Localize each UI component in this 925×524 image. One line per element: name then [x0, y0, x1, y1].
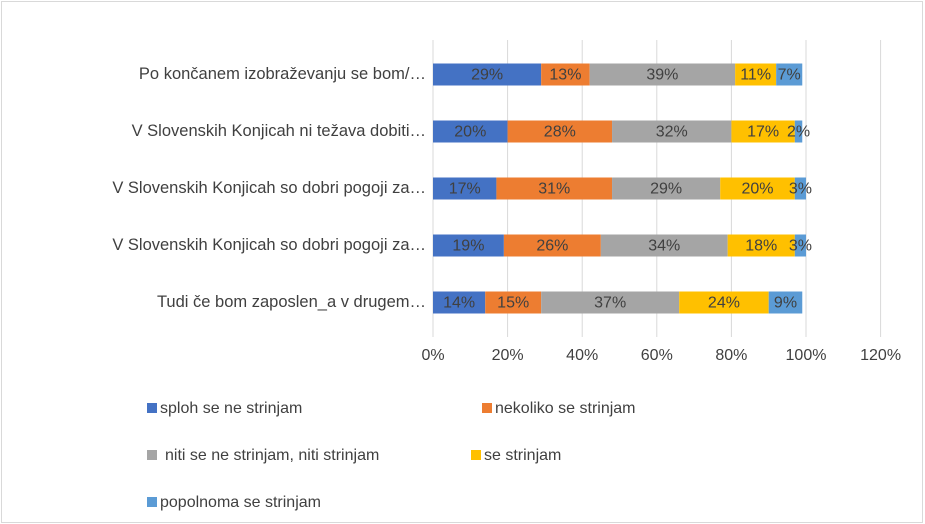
bar-segment	[485, 291, 542, 314]
bar-segment	[768, 291, 803, 314]
category-label: Po končanem izobraževanju se bom/…	[139, 65, 426, 83]
data-label: 19%	[452, 238, 484, 255]
data-label: 17%	[747, 124, 779, 141]
bar-segment	[541, 63, 590, 86]
legend-swatch	[147, 403, 157, 413]
legend-swatch	[147, 450, 157, 460]
bar-segment	[735, 63, 777, 86]
bar-segment	[503, 234, 601, 257]
data-label: 20%	[454, 124, 486, 141]
data-label: 3%	[789, 238, 812, 255]
bar-segment	[794, 177, 806, 200]
x-tick-label: 80%	[715, 347, 747, 364]
bar-segment	[720, 177, 795, 200]
data-label: 24%	[708, 295, 740, 312]
x-tick-label: 20%	[492, 347, 524, 364]
bar-segment	[433, 63, 542, 86]
data-label: 3%	[789, 181, 812, 198]
bar-segment	[541, 291, 680, 314]
bar-segment	[794, 120, 803, 143]
data-label: 39%	[646, 67, 678, 84]
legend-label: niti se ne strinjam, niti strinjam	[165, 447, 379, 464]
bar-segment	[433, 291, 486, 314]
data-label: 32%	[656, 124, 688, 141]
legend-label: nekoliko se strinjam	[495, 400, 636, 417]
legend-swatch	[471, 450, 481, 460]
bar-segment	[433, 177, 497, 200]
bar-segment	[612, 177, 721, 200]
data-label: 18%	[745, 238, 777, 255]
category-label: V Slovenskih Konjicah ni težava dobiti…	[132, 122, 426, 140]
data-label: 11%	[740, 67, 771, 84]
data-label: 28%	[544, 124, 576, 141]
bar-segment	[433, 120, 508, 143]
data-label: 26%	[536, 238, 568, 255]
data-label: 31%	[538, 181, 570, 198]
data-label: 13%	[549, 67, 581, 84]
category-label: Tudi če bom zaposlen_a v drugem…	[157, 293, 426, 311]
bar-segment	[731, 120, 795, 143]
data-label: 9%	[774, 295, 797, 312]
x-tick-label: 0%	[421, 347, 444, 364]
data-label: 29%	[471, 67, 503, 84]
legend-swatch	[147, 497, 157, 507]
data-label: 7%	[778, 67, 801, 84]
bar-segment	[496, 177, 613, 200]
data-label: 2%	[787, 124, 810, 141]
category-label: V Slovenskih Konjicah so dobri pogoji za…	[112, 179, 426, 197]
bar-segment	[776, 63, 803, 86]
data-label: 17%	[449, 181, 481, 198]
legend-label: sploh se ne strinjam	[160, 400, 302, 417]
bar-segment	[612, 120, 732, 143]
category-label: V Slovenskih Konjicah so dobri pogoji za…	[112, 236, 426, 254]
data-label: 37%	[594, 295, 626, 312]
data-label: 29%	[650, 181, 682, 198]
x-tick-label: 40%	[566, 347, 598, 364]
legend-swatch	[482, 403, 492, 413]
data-label: 14%	[443, 295, 475, 312]
x-tick-label: 100%	[786, 347, 827, 364]
data-label: 34%	[648, 238, 680, 255]
bar-segment	[589, 63, 736, 86]
data-label: 15%	[497, 295, 529, 312]
bar-segment	[600, 234, 728, 257]
legend-label: se strinjam	[484, 447, 561, 464]
bar-segment	[679, 291, 769, 314]
bar-segment	[794, 234, 806, 257]
bar-segment	[507, 120, 613, 143]
x-tick-label: 120%	[860, 347, 901, 364]
bar-segment	[433, 234, 504, 257]
data-label: 20%	[741, 181, 773, 198]
legend-label: popolnoma se strinjam	[160, 494, 321, 511]
x-tick-label: 60%	[641, 347, 673, 364]
bar-segment	[727, 234, 795, 257]
